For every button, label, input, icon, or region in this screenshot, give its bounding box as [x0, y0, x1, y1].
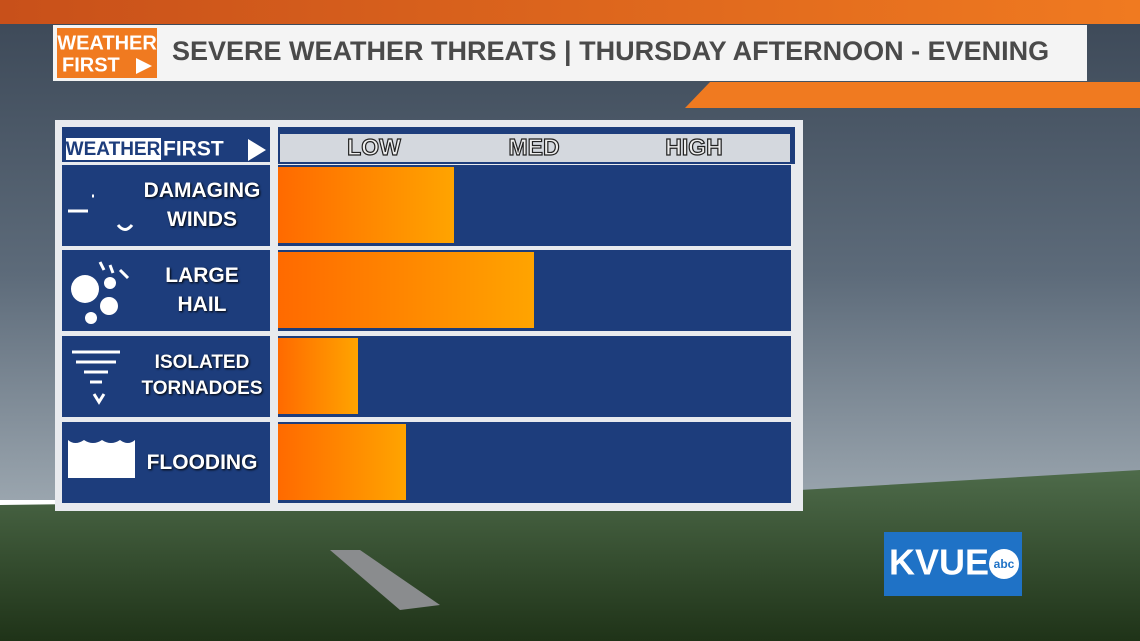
wind-icon	[68, 194, 134, 231]
flood-icon	[68, 440, 135, 478]
label-cell	[62, 165, 270, 246]
header-accent	[685, 82, 1140, 108]
scale-strip	[280, 134, 790, 162]
tornado-icon	[72, 350, 120, 405]
category-label: ISOLATED TORNADOES	[141, 352, 263, 399]
panel-logo-box	[66, 138, 161, 160]
logo-arrow	[136, 58, 152, 74]
bar-cell	[278, 336, 791, 417]
hail-stone	[100, 297, 118, 315]
bar	[278, 338, 358, 414]
hail-stone	[104, 277, 116, 289]
x-tick-label: MED	[508, 134, 559, 160]
hail-stone	[85, 312, 97, 324]
header-title: SEVERE WEATHER THREATS | THURSDAY AFTERN…	[172, 36, 1049, 66]
logo-text: WEATHER	[57, 32, 157, 54]
label-cell	[62, 336, 270, 417]
road	[330, 550, 440, 610]
category-label: LARGE HAIL	[165, 264, 239, 316]
panel-logo-arrow	[248, 139, 266, 161]
bar	[278, 424, 406, 500]
category-label: FLOODING	[146, 450, 258, 474]
network-badge	[989, 549, 1019, 579]
panel-logo-text: WEATHER	[66, 139, 161, 160]
x-tick-label: LOW	[347, 134, 401, 160]
panel-logo-text: FIRST	[163, 138, 224, 161]
top-band	[0, 0, 1140, 24]
landscape	[0, 470, 1140, 641]
category-label: DAMAGING WINDS	[143, 179, 261, 231]
bar	[278, 252, 534, 328]
icons	[68, 194, 134, 405]
network-name: abc	[994, 557, 1015, 571]
header-bar	[53, 25, 1087, 81]
station-name: KVUE	[889, 542, 989, 583]
hail-stone	[71, 275, 99, 303]
icons-fill	[68, 275, 135, 478]
logo-text: FIRST	[62, 54, 120, 76]
x-tick-label: HIGH	[665, 134, 723, 160]
bar	[278, 167, 454, 243]
hail-streaks	[98, 261, 130, 280]
